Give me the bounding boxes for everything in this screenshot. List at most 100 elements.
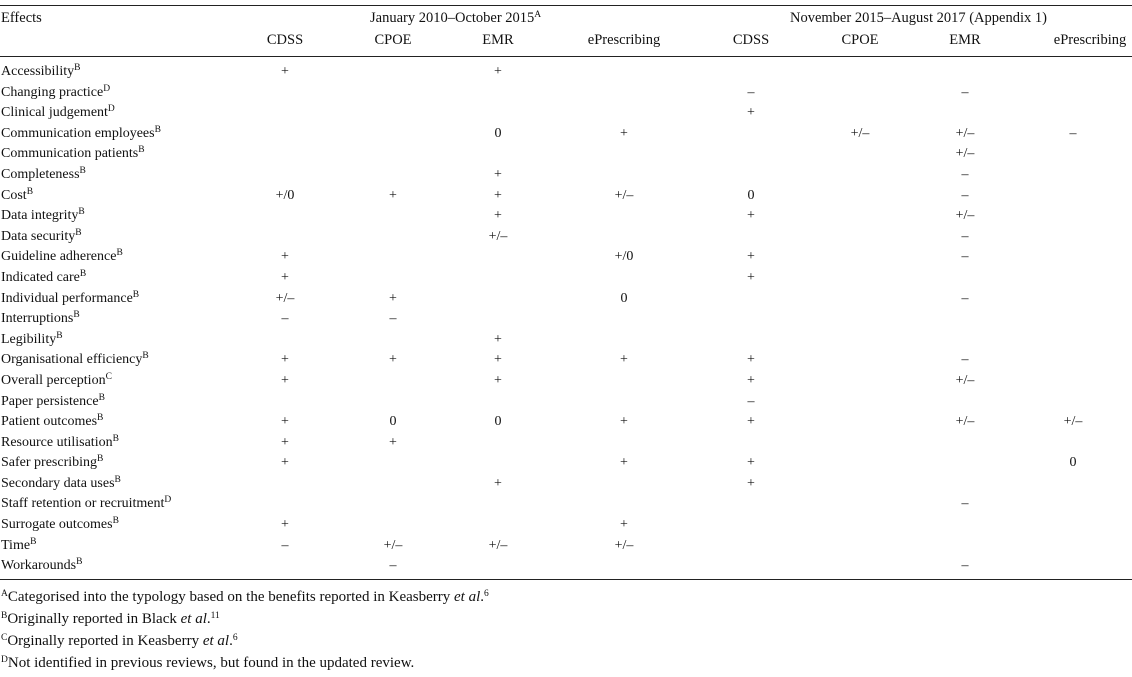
- effect-label: Data integrityB: [0, 206, 230, 227]
- effect-cell: [1014, 144, 1132, 165]
- effect-cell: +: [747, 208, 755, 224]
- effect-note: B: [97, 413, 104, 424]
- effect-cell: +/–: [955, 125, 975, 141]
- effect-cell: –: [961, 496, 969, 512]
- effect-cell: [804, 144, 916, 165]
- effect-cell: +/0: [275, 187, 295, 203]
- effect-cell: [698, 494, 804, 515]
- table-row: InterruptionsB – –: [0, 309, 1132, 330]
- effect-cell: [340, 83, 446, 104]
- effect-cell: –: [281, 311, 289, 327]
- effect-label: InterruptionsB: [0, 309, 230, 330]
- effect-text: Cost: [1, 187, 27, 203]
- effect-cell: –: [961, 166, 969, 182]
- effect-cell: [1014, 103, 1132, 124]
- effect-cell: [230, 556, 340, 577]
- effect-cell: [340, 144, 446, 165]
- effect-cell: [698, 309, 804, 330]
- table-row: Secondary data usesB + +: [0, 474, 1132, 495]
- effect-note: B: [97, 454, 104, 465]
- effect-cell: [804, 247, 916, 268]
- effect-cell: [340, 371, 446, 392]
- effect-cell: +: [747, 455, 755, 471]
- effect-cell: [1014, 494, 1132, 515]
- effect-text: Organisational efficiency: [1, 352, 143, 368]
- effect-cell: [550, 227, 698, 248]
- effect-note: B: [74, 63, 81, 73]
- effect-cell: [804, 494, 916, 515]
- effect-cell: [1014, 186, 1132, 207]
- col-header-emr-2: EMR: [949, 32, 981, 48]
- effect-cell: [1014, 227, 1132, 248]
- effect-cell: [446, 392, 550, 413]
- effect-cell: [446, 144, 550, 165]
- effect-note: B: [116, 248, 123, 259]
- effect-cell: [804, 165, 916, 186]
- effect-note: B: [79, 268, 87, 279]
- effect-cell: –: [747, 84, 755, 100]
- effect-cell: +/–: [488, 537, 508, 553]
- effect-label: Indicated careB: [0, 268, 230, 289]
- effect-cell: +: [389, 352, 397, 368]
- effect-cell: –: [747, 393, 755, 409]
- effect-text: Indicated care: [1, 269, 80, 285]
- effect-cell: [698, 330, 804, 351]
- effect-cell: [1014, 309, 1132, 330]
- effect-cell: [1014, 247, 1132, 268]
- effect-note: B: [142, 351, 149, 362]
- effect-cell: +: [494, 352, 502, 368]
- effect-note: B: [112, 516, 119, 527]
- table-row: Guideline adherenceB + +/0 + –: [0, 247, 1132, 268]
- footnote-ref: 11: [210, 611, 220, 621]
- effect-cell: [340, 474, 446, 495]
- effect-cell: [698, 144, 804, 165]
- effect-cell: [340, 124, 446, 145]
- effect-cell: [1014, 392, 1132, 413]
- effect-cell: [550, 433, 698, 454]
- effect-text: Accessibility: [1, 64, 75, 79]
- effect-cell: [550, 83, 698, 104]
- effect-cell: [804, 186, 916, 207]
- effect-cell: +/–: [955, 414, 975, 430]
- effect-label: LegibilityB: [0, 330, 230, 351]
- effect-cell: [1014, 330, 1132, 351]
- effect-cell: –: [389, 558, 397, 574]
- effect-cell: [698, 124, 804, 145]
- effect-label: Communication patientsB: [0, 144, 230, 165]
- table-row: Patient outcomesB +0 0 + + +/– +/–: [0, 412, 1132, 433]
- effect-cell: +: [494, 64, 502, 79]
- effect-note: C: [105, 371, 112, 382]
- effect-cell: [550, 330, 698, 351]
- effect-text: Staff retention or recruitment: [1, 496, 165, 512]
- effect-text: Data integrity: [1, 208, 79, 224]
- table-row: Communication patientsB +/–: [0, 144, 1132, 165]
- effect-cell: [1014, 474, 1132, 495]
- table-row: WorkaroundsB – –: [0, 556, 1132, 577]
- effect-label: Organisational efficiencyB: [0, 350, 230, 371]
- effect-note: B: [78, 207, 85, 218]
- effect-note: B: [114, 474, 121, 485]
- effect-cell: [1014, 83, 1132, 104]
- effect-cell: [340, 247, 446, 268]
- effect-cell: [1014, 62, 1132, 83]
- effect-cell: [230, 124, 340, 145]
- table-row: Organisational efficiencyB + + + + + –: [0, 350, 1132, 371]
- effect-cell: [916, 62, 1014, 83]
- effect-cell: +: [620, 352, 628, 368]
- effect-cell: [446, 103, 550, 124]
- effect-cell: +: [281, 352, 289, 368]
- effect-cell: [340, 165, 446, 186]
- effect-cell: [804, 268, 916, 289]
- effect-cell: [230, 144, 340, 165]
- effect-cell: 0: [747, 187, 755, 203]
- effect-cell: [698, 556, 804, 577]
- effect-cell: +/–: [955, 372, 975, 388]
- effect-note: B: [154, 124, 161, 135]
- effect-cell: +/–: [1063, 414, 1083, 430]
- effect-cell: +: [620, 517, 628, 533]
- effect-cell: [446, 83, 550, 104]
- col-header-cpoe-1: CPOE: [374, 32, 412, 48]
- effect-cell: [804, 83, 916, 104]
- effect-cell: [804, 62, 916, 83]
- effect-cell: [916, 309, 1014, 330]
